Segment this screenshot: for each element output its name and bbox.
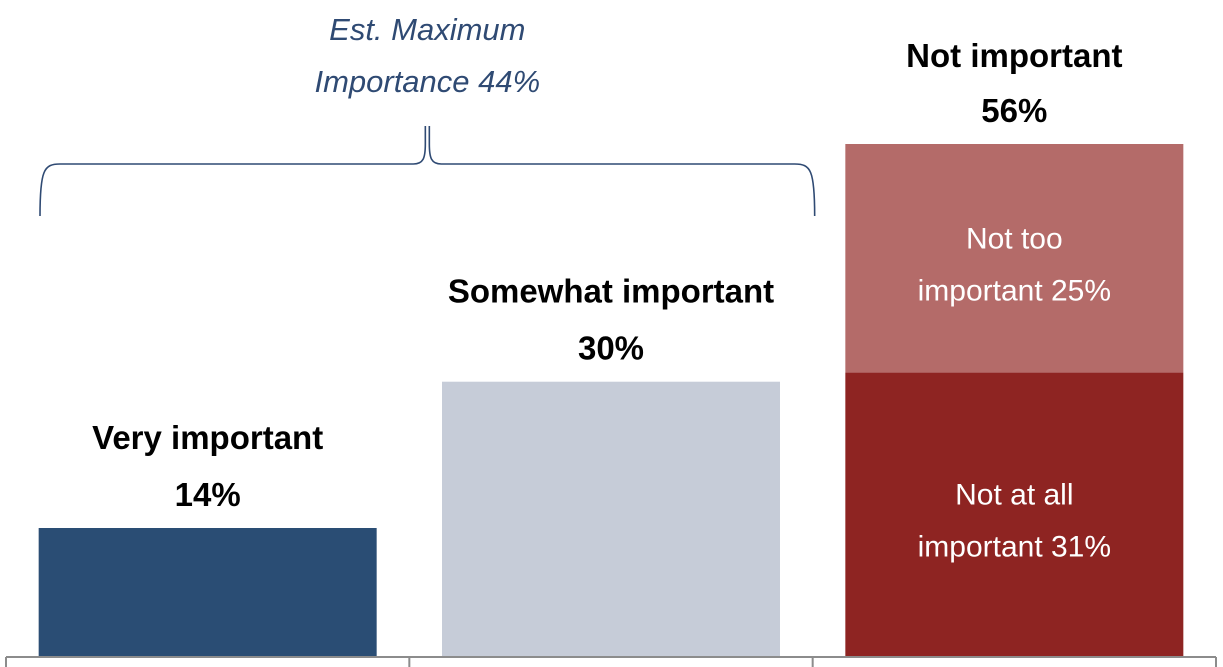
data-label-not-important-4-line-1: Not too bbox=[966, 222, 1063, 255]
bar-not-important-segment-3 bbox=[845, 372, 1184, 656]
data-label-not-important-3-line-1: Not at all bbox=[955, 478, 1073, 511]
data-label-not-important-3-line-2: important 31% bbox=[918, 530, 1111, 563]
data-label-somewhat-important-line-2: 30% bbox=[578, 330, 644, 367]
total-label-not-important-line-1: Not important bbox=[906, 37, 1122, 74]
data-label-not-important-4-line-2: important 25% bbox=[918, 274, 1111, 307]
annotation-label-line-2: Importance 44% bbox=[314, 64, 540, 99]
annotation-label-line-1: Est. Maximum bbox=[329, 12, 525, 47]
annotation-brace bbox=[39, 126, 816, 217]
data-label-very-important-line-2: 14% bbox=[175, 476, 241, 513]
total-label-not-important-line-2: 56% bbox=[981, 92, 1047, 129]
bar-not-important-segment-4 bbox=[845, 144, 1184, 373]
data-label-somewhat-important-line-1: Somewhat important bbox=[448, 273, 774, 310]
bar-somewhat-important-segment-2 bbox=[442, 381, 780, 656]
data-label-very-important-line-1: Very important bbox=[92, 419, 323, 456]
bar-very-important-segment-1 bbox=[38, 528, 377, 656]
